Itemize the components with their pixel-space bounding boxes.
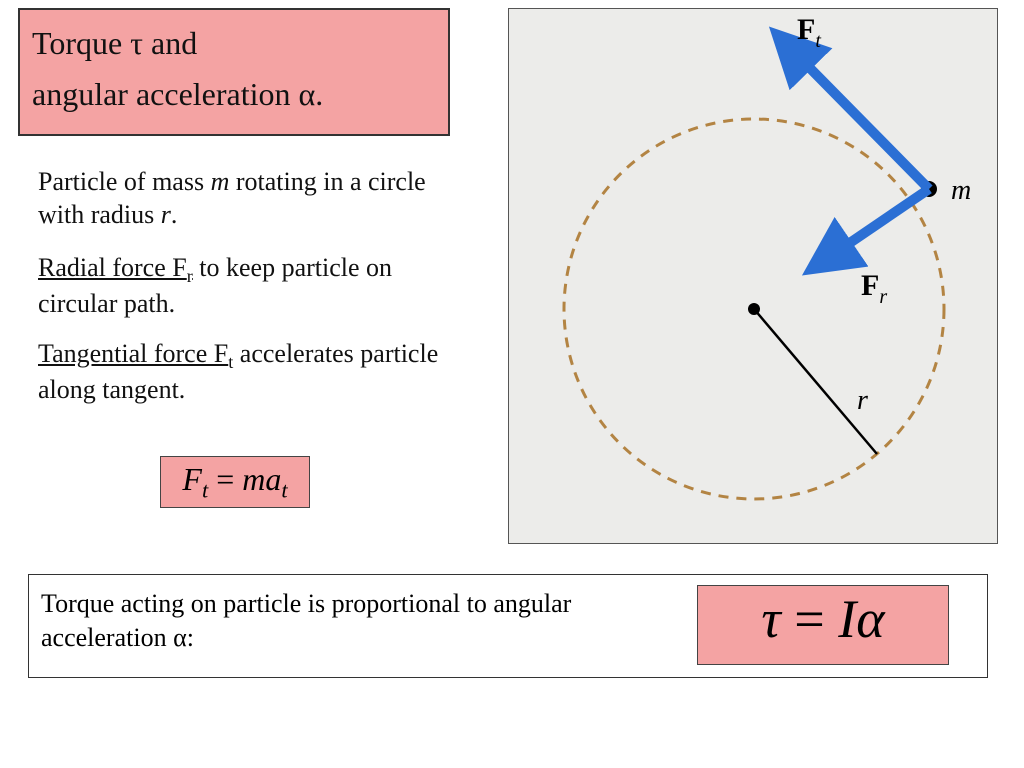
title-tau: τ [130,25,143,61]
eq-large-alpha: α [856,589,884,649]
bottom-text: Torque acting on particle is proportiona… [41,587,581,655]
paragraph-1: Particle of mass m rotating in a circle … [38,166,468,231]
force-diagram: r m Ft Fr [508,8,998,544]
paragraph-2: Radial force Fr to keep particle on circ… [38,252,468,320]
title-line2-a: angular acceleration [32,76,299,112]
p2-a-text: Radial force F [38,253,187,282]
title-line1-a: Torque [32,25,130,61]
equation-tau-ialpha: τ = Iα [697,585,949,665]
eq-small-asub: t [281,477,287,502]
p1-c: . [171,200,178,229]
bottom-sym: α [173,623,187,652]
p3-a: Tangential force Ft [38,339,233,368]
bottom-bar: Torque acting on particle is proportiona… [28,574,988,678]
paragraph-3: Tangential force Ft accelerates particle… [38,338,468,406]
force-tangential-arrow [797,55,929,189]
equation-ft-mat: Ft = mat [160,456,310,508]
title-line2-b: . [315,76,323,112]
title-box: Torque τ and angular acceleration α. [18,8,450,136]
p1-m: m [211,167,230,196]
p3-a-text: Tangential force F [38,339,228,368]
particle-label: m [951,175,971,206]
eq-small-a: a [265,461,281,497]
eq-large-eq: = [781,589,838,649]
eq-large-tau: τ [761,589,780,649]
title-line1-b: and [143,25,197,61]
force-tangential-label: Ft [797,13,821,52]
force-radial-label: Fr [861,269,887,308]
eq-small-eq: = [208,461,242,497]
eq-large-I: I [838,589,856,649]
p1-a: Particle of mass [38,167,211,196]
title-alpha: α [299,76,316,112]
force-radial-arrow [835,189,929,253]
bottom-b: : [187,623,194,652]
radius-line [754,309,877,454]
p2-a: Radial force Fr [38,253,193,282]
eq-small-m: m [242,461,265,497]
eq-small-F: F [182,461,202,497]
diagram-svg: r m Ft Fr [509,9,999,545]
p1-r: r [161,200,171,229]
bottom-a: Torque acting on particle is proportiona… [41,589,571,652]
radius-label: r [857,385,868,416]
